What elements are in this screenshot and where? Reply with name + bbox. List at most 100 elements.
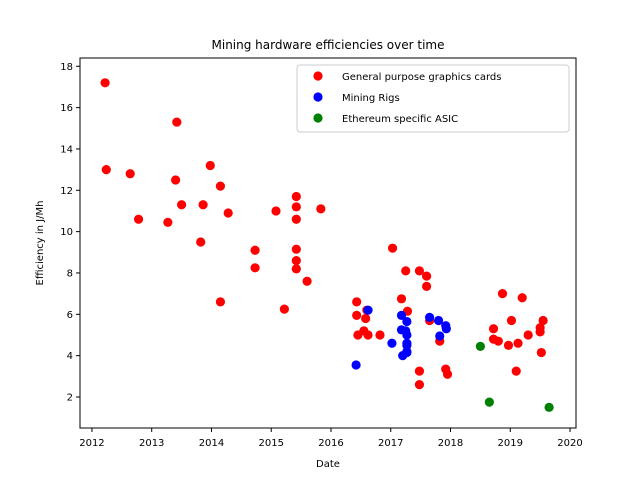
data-point-0 — [422, 281, 432, 292]
data-point-0 — [535, 327, 545, 337]
data-point-0 — [215, 297, 226, 307]
data-point-2 — [475, 341, 485, 351]
data-point-0 — [506, 315, 517, 326]
y-tick-label: 10 — [60, 227, 73, 238]
x-tick-label: 2018 — [438, 438, 463, 449]
data-point-0 — [271, 206, 281, 216]
x-tick-label: 2017 — [378, 438, 403, 449]
legend-label: General purpose graphics cards — [342, 72, 501, 83]
data-point-0 — [493, 336, 503, 346]
data-point-0 — [375, 330, 385, 340]
data-point-0 — [223, 208, 233, 218]
x-axis-label: Date — [316, 459, 340, 470]
data-point-0 — [125, 169, 135, 179]
data-point-0 — [536, 347, 546, 358]
data-point-2 — [484, 397, 494, 407]
y-tick-label: 4 — [67, 351, 73, 362]
legend-marker — [313, 92, 323, 102]
data-point-0 — [523, 330, 533, 340]
y-tick-label: 18 — [60, 62, 73, 73]
x-tick-label: 2016 — [318, 438, 343, 449]
data-point-1 — [351, 360, 361, 370]
data-point-0 — [488, 324, 499, 334]
data-point-0 — [205, 160, 215, 171]
data-point-2 — [544, 402, 554, 412]
data-point-0 — [538, 315, 548, 326]
data-point-0 — [497, 289, 508, 299]
data-point-1 — [441, 324, 451, 334]
data-point-0 — [291, 202, 301, 212]
data-point-0 — [352, 297, 362, 307]
x-tick-label: 2015 — [259, 438, 284, 449]
legend-label: Mining Rigs — [342, 93, 400, 104]
legend-box — [296, 64, 570, 133]
data-point-0 — [215, 181, 226, 191]
data-point-0 — [414, 379, 425, 390]
data-point-0 — [176, 200, 187, 210]
data-point-0 — [414, 366, 425, 376]
data-point-0 — [517, 293, 527, 303]
data-point-1 — [402, 316, 412, 327]
legend-marker — [313, 113, 323, 123]
data-point-0 — [198, 200, 208, 210]
data-point-0 — [363, 330, 373, 340]
data-point-1 — [402, 330, 412, 340]
data-point-0 — [513, 338, 523, 348]
data-point-1 — [433, 315, 444, 326]
data-point-0 — [291, 264, 301, 274]
data-point-1 — [435, 331, 445, 341]
y-tick-label: 2 — [67, 392, 73, 403]
chart-title: Mining hardware efficiencies over time — [212, 38, 445, 52]
x-tick-label: 2020 — [557, 438, 582, 449]
legend: General purpose graphics cards Mining Rig… — [296, 64, 570, 133]
data-point-0 — [133, 214, 144, 224]
data-point-1 — [402, 347, 412, 358]
y-tick-label: 6 — [67, 310, 73, 321]
data-point-1 — [396, 310, 407, 320]
data-point-0 — [171, 175, 181, 185]
y-tick-label: 12 — [60, 186, 73, 197]
plot-frame — [79, 57, 577, 429]
data-point-0 — [100, 78, 110, 88]
data-points — [100, 78, 554, 412]
data-point-0 — [291, 191, 301, 202]
data-point-0 — [414, 266, 425, 276]
data-point-0 — [401, 266, 411, 276]
data-point-0 — [503, 340, 514, 350]
data-point-0 — [250, 245, 260, 255]
data-point-0 — [422, 271, 432, 281]
data-point-0 — [279, 304, 289, 314]
y-axis-ticks: 2 4 6 8 10 12 14 16 18 — [60, 62, 80, 403]
data-point-0 — [291, 255, 301, 266]
x-axis-ticks: 2012 2013 2014 2015 2016 2017 2018 2019 2020 — [79, 428, 583, 449]
data-point-0 — [442, 369, 453, 379]
data-point-0 — [361, 313, 371, 324]
y-tick-label: 8 — [67, 268, 73, 279]
data-point-0 — [196, 237, 206, 247]
data-point-1 — [363, 305, 373, 315]
data-point-0 — [163, 217, 173, 227]
data-point-0 — [101, 165, 111, 175]
data-point-0 — [352, 310, 362, 320]
legend-label: Ethereum specific ASIC — [342, 114, 458, 125]
data-point-1 — [387, 338, 397, 348]
data-point-0 — [302, 276, 312, 286]
data-point-0 — [250, 263, 260, 273]
legend-marker — [313, 71, 323, 81]
data-point-0 — [291, 244, 301, 254]
data-point-0 — [316, 204, 326, 214]
data-point-0 — [511, 366, 521, 376]
x-tick-label: 2012 — [79, 438, 104, 449]
data-point-0 — [396, 294, 407, 304]
y-tick-label: 14 — [60, 144, 73, 155]
x-tick-label: 2019 — [498, 438, 523, 449]
data-point-1 — [424, 312, 435, 323]
data-point-0 — [291, 214, 301, 224]
y-axis-label: Efficiency in J/Mh — [35, 201, 46, 286]
x-tick-label: 2013 — [139, 438, 164, 449]
data-point-0 — [172, 117, 182, 127]
data-point-0 — [387, 243, 398, 253]
x-tick-label: 2014 — [199, 438, 224, 449]
y-tick-label: 16 — [60, 103, 73, 114]
